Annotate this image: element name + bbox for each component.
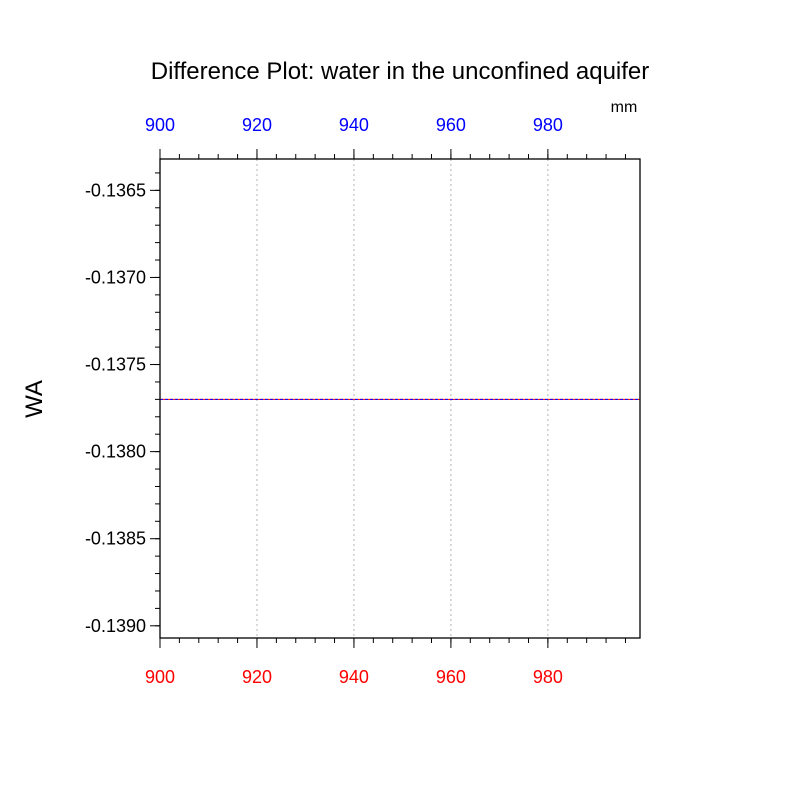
x-tick-label-top-940: 940 xyxy=(339,115,369,135)
x-tick-label-top-960: 960 xyxy=(436,115,466,135)
x-tick-label-top-920: 920 xyxy=(242,115,272,135)
x-tick-label-top-900: 900 xyxy=(145,115,175,135)
y-tick-label-4: -0.1385 xyxy=(85,529,146,549)
y-axis-label: WA xyxy=(21,380,48,418)
axis-ticks xyxy=(150,149,626,648)
y-tick-label-5: -0.1390 xyxy=(85,616,146,636)
x-tick-label-top-980: 980 xyxy=(533,115,563,135)
y-tick-label-3: -0.1380 xyxy=(85,442,146,462)
plot-frame xyxy=(159,158,641,639)
chart-title: Difference Plot: water in the unconfined… xyxy=(151,58,650,85)
y-tick-label-2: -0.1375 xyxy=(85,355,146,375)
grid-lines xyxy=(256,159,549,638)
x-tick-label-bottom-920: 920 xyxy=(242,667,272,687)
units-label: mm xyxy=(611,99,638,116)
x-tick-label-bottom-980: 980 xyxy=(533,667,563,687)
x-tick-label-bottom-960: 960 xyxy=(436,667,466,687)
tick-labels: 900 920 940 960 980 900 920 940 960 980 -0.1365 -0.… xyxy=(85,115,563,687)
y-tick-label-1: -0.1370 xyxy=(85,267,146,287)
x-tick-label-bottom-900: 900 xyxy=(145,667,175,687)
x-tick-label-bottom-940: 940 xyxy=(339,667,369,687)
y-tick-label-0: -0.1365 xyxy=(85,180,146,200)
